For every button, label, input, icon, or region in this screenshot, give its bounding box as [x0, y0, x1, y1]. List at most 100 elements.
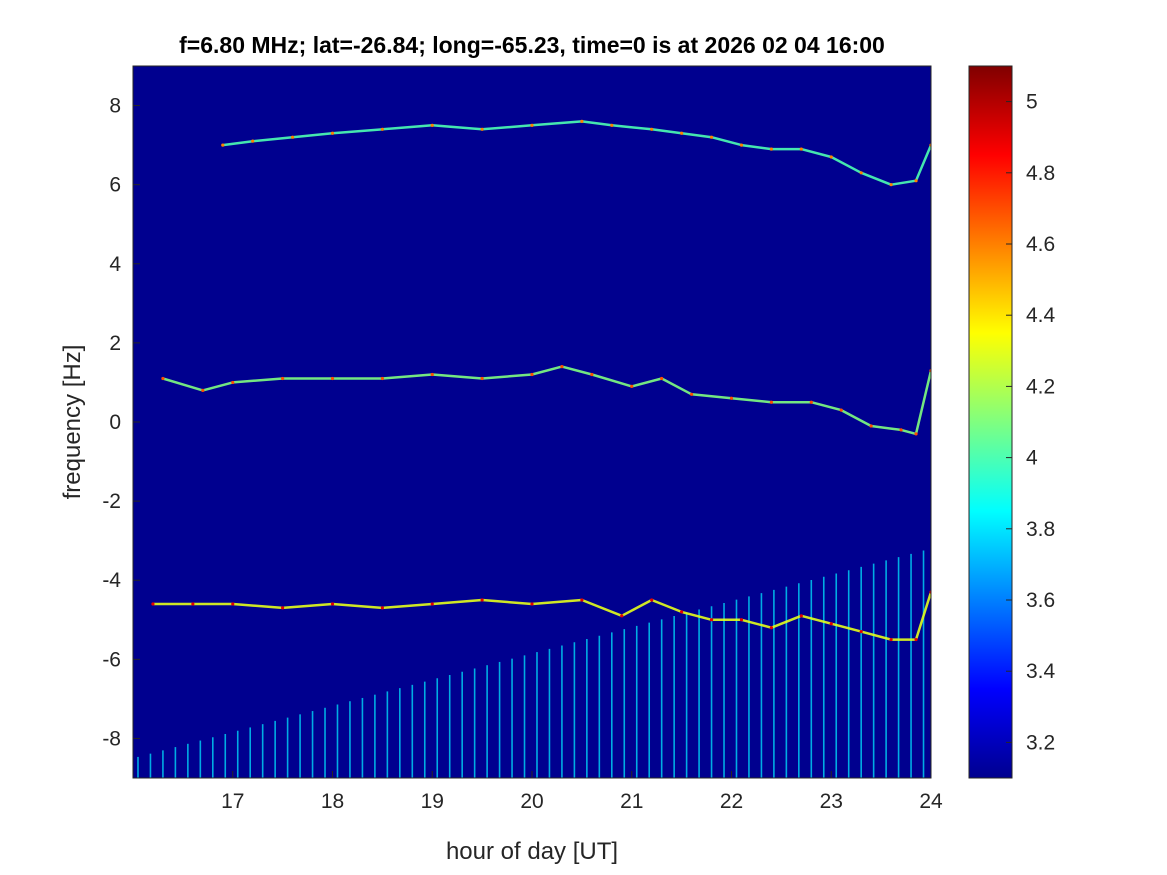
- trace-point: [530, 372, 534, 377]
- y-tick-label: -8: [102, 727, 121, 750]
- y-axis-label: frequency [Hz]: [59, 345, 86, 500]
- heatmap-features: [137, 119, 931, 778]
- plot-frame: [132, 65, 932, 779]
- trace-line: [152, 591, 931, 641]
- colorbar-axis: 5 4.8 4.6 4.4 4.2 4 3.8 3.6 3.4 3.2: [1006, 91, 1056, 754]
- x-tick-label: 18: [321, 790, 344, 813]
- trace-point: [859, 630, 863, 634]
- trace-point: [660, 376, 664, 381]
- trace-point: [769, 626, 774, 630]
- colorbar-tick-label: 3.6: [1026, 589, 1055, 612]
- trace-point: [650, 127, 654, 131]
- trace-point: [380, 127, 384, 131]
- trace-point: [839, 408, 843, 412]
- chart-title: f=6.80 MHz; lat=-26.84; long=-65.23, tim…: [179, 32, 885, 58]
- colorbar-tick-label: 3.2: [1026, 731, 1055, 754]
- trace-point: [829, 622, 833, 626]
- trace-point: [251, 139, 255, 143]
- trace-point: [610, 123, 614, 127]
- y-axis: 8 6 4 2 0 -2 -4 -6 -8: [102, 95, 140, 750]
- trace-point: [380, 606, 384, 610]
- trace-point: [859, 171, 863, 175]
- trace-point: [769, 147, 774, 151]
- trace-point: [480, 598, 484, 602]
- trace-point: [580, 598, 584, 602]
- colorbar-tick-label: 4.6: [1026, 233, 1055, 256]
- trace-point: [480, 127, 484, 131]
- trace-line: [162, 365, 931, 436]
- x-axis: 17 18 19 20 21 22 23 24: [221, 771, 943, 813]
- trace-point: [889, 637, 893, 642]
- trace-point: [430, 372, 434, 377]
- trace-point: [590, 372, 594, 377]
- trace-point: [201, 388, 205, 392]
- trace-point: [899, 428, 903, 432]
- x-tick-label: 21: [620, 790, 643, 813]
- y-tick-label: -6: [102, 648, 121, 671]
- x-axis-label: hour of day [UT]: [446, 838, 618, 865]
- colorbar-tick-label: 3.8: [1026, 518, 1055, 541]
- trace-point: [231, 602, 235, 606]
- colorbar: [968, 65, 1013, 779]
- trace-point: [729, 396, 734, 400]
- trace-point: [330, 602, 335, 606]
- x-tick-label: 20: [520, 790, 543, 813]
- trace-point: [221, 143, 225, 147]
- trace-point: [430, 602, 434, 606]
- trace-point: [161, 376, 165, 381]
- trace-point: [829, 155, 833, 159]
- trace-point: [281, 606, 285, 610]
- plot-area: [133, 66, 931, 778]
- trace-point: [650, 598, 654, 602]
- trace-point: [709, 135, 714, 139]
- y-tick-label: 4: [109, 253, 121, 276]
- colorbar-tick-label: 5: [1026, 91, 1038, 114]
- trace-point: [769, 400, 774, 404]
- trace-point: [330, 131, 335, 135]
- trace-point: [680, 610, 684, 614]
- colorbar-tick-label: 3.4: [1026, 660, 1056, 683]
- y-tick-label: 2: [109, 332, 121, 355]
- trace-point: [560, 365, 564, 369]
- colorbar-tick-label: 4.4: [1026, 304, 1056, 327]
- trace-point: [709, 618, 714, 622]
- trace-point: [480, 376, 484, 381]
- trace-point: [620, 614, 624, 618]
- x-tick-label: 22: [720, 790, 743, 813]
- y-tick-label: -2: [102, 490, 121, 513]
- y-tick-label: 8: [109, 95, 121, 118]
- trace-point: [380, 376, 384, 381]
- trace-point: [530, 602, 534, 606]
- trace-point: [809, 400, 813, 404]
- trace-point: [630, 384, 634, 388]
- x-tick-label: 23: [820, 790, 843, 813]
- y-tick-label: -4: [102, 569, 121, 592]
- trace-point: [914, 637, 918, 642]
- trace-point: [430, 123, 434, 127]
- trace-point: [799, 147, 803, 151]
- trace-point: [914, 432, 918, 436]
- y-tick-label: 6: [109, 174, 121, 197]
- colorbar-tick-label: 4: [1026, 447, 1038, 470]
- x-tick-label: 17: [221, 790, 244, 813]
- colorbar-tick-label: 4.8: [1026, 162, 1055, 185]
- trace-point: [281, 376, 285, 381]
- colorbar-tick-label: 4.2: [1026, 375, 1055, 398]
- trace-point: [151, 602, 155, 606]
- trace-point: [690, 392, 694, 396]
- trace-point: [739, 143, 744, 147]
- trace-point: [799, 614, 803, 618]
- y-tick-label: 0: [109, 411, 121, 434]
- x-tick-label: 19: [421, 790, 444, 813]
- trace-point: [889, 183, 893, 187]
- trace-point: [680, 131, 684, 135]
- trace-point: [869, 424, 873, 428]
- x-tick-label: 24: [919, 790, 943, 813]
- trace-point: [914, 179, 918, 183]
- trace-point: [580, 119, 584, 123]
- trace-point: [231, 380, 235, 385]
- trace-point: [739, 618, 744, 622]
- trace-point: [530, 123, 534, 127]
- trace-point: [330, 376, 335, 381]
